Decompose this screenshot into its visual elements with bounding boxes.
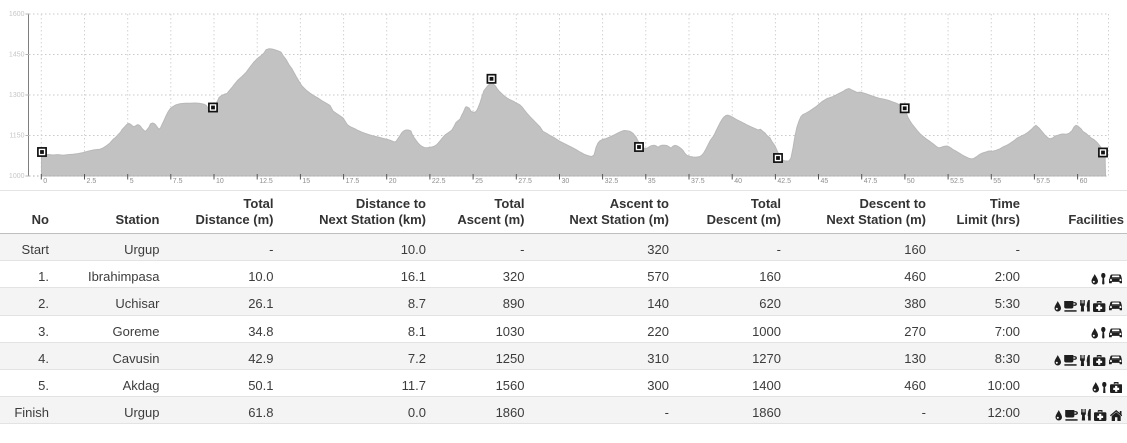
svg-text:2.5: 2.5 [87, 178, 97, 185]
svg-text:0: 0 [43, 178, 47, 185]
svg-text:27.5: 27.5 [518, 178, 532, 185]
svg-text:1300: 1300 [9, 92, 25, 99]
svg-text:60: 60 [1080, 178, 1088, 185]
svg-text:22.5: 22.5 [432, 178, 446, 185]
svg-text:47.5: 47.5 [864, 178, 878, 185]
svg-text:12.5: 12.5 [259, 178, 273, 185]
svg-text:1150: 1150 [9, 133, 24, 140]
svg-text:32.5: 32.5 [605, 178, 619, 185]
svg-text:30: 30 [562, 178, 570, 185]
svg-text:57.5: 57.5 [1036, 178, 1050, 185]
svg-text:5: 5 [130, 178, 134, 185]
svg-text:7.5: 7.5 [173, 178, 183, 185]
svg-text:40: 40 [734, 178, 742, 185]
svg-text:45: 45 [821, 178, 829, 185]
svg-text:1000: 1000 [9, 173, 25, 180]
svg-text:20: 20 [389, 178, 397, 185]
svg-text:37.5: 37.5 [691, 178, 705, 185]
svg-text:55: 55 [993, 178, 1001, 185]
svg-text:1600: 1600 [9, 11, 25, 18]
svg-text:15: 15 [302, 178, 310, 185]
svg-text:25: 25 [475, 178, 483, 185]
svg-text:42.5: 42.5 [777, 178, 791, 185]
svg-text:1450: 1450 [9, 52, 25, 59]
svg-text:10: 10 [216, 178, 224, 185]
svg-text:50: 50 [907, 178, 915, 185]
svg-text:17.5: 17.5 [346, 178, 360, 185]
svg-text:52.5: 52.5 [950, 178, 964, 185]
svg-text:35: 35 [648, 178, 656, 185]
